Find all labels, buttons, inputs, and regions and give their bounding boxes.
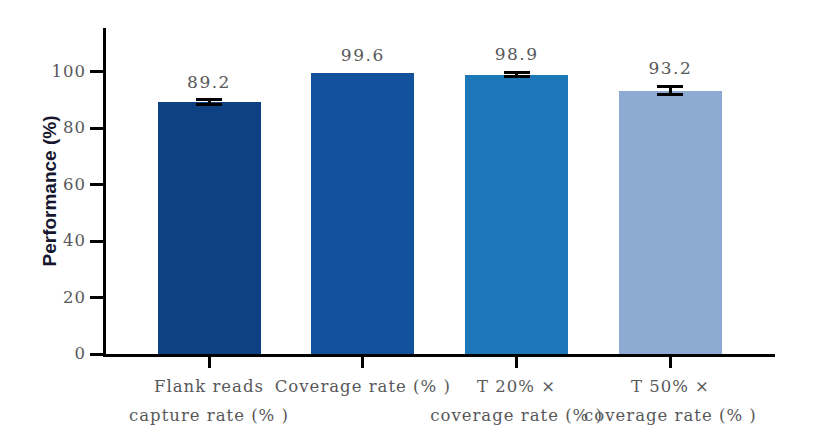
error-bar-cap-top (657, 85, 683, 88)
error-bar-cap-bottom (657, 93, 683, 96)
y-tick-label: 0 (30, 343, 86, 365)
y-tick-label: 60 (30, 174, 86, 196)
y-tick (90, 353, 103, 356)
y-tick (90, 240, 103, 243)
x-category-label-line: coverage rate (% ) (555, 401, 785, 430)
x-category-label-line: T 50% × (555, 372, 785, 401)
bar-value-label: 93.2 (610, 58, 730, 78)
bar (311, 73, 414, 354)
bar-chart-figure: Performance (%) 02040608010089.2Flank re… (0, 0, 819, 438)
y-tick-label: 80 (30, 117, 86, 139)
y-tick-label: 100 (30, 61, 86, 83)
bar (158, 102, 261, 354)
y-axis-line (103, 28, 106, 357)
y-tick (90, 183, 103, 186)
bar (619, 91, 722, 354)
y-tick (90, 70, 103, 73)
x-tick (208, 357, 211, 368)
y-tick (90, 296, 103, 299)
y-tick-label: 20 (30, 287, 86, 309)
bar-value-label: 98.9 (457, 44, 577, 64)
error-bar-cap-bottom (504, 75, 530, 78)
error-bar-cap-bottom (196, 103, 222, 106)
bar-value-label: 99.6 (303, 45, 423, 65)
x-category-label-line: capture rate (% ) (94, 401, 324, 430)
error-bar-cap-top (504, 71, 530, 74)
x-axis-line (103, 354, 775, 357)
error-bar-cap-top (196, 98, 222, 101)
y-tick-label: 40 (30, 230, 86, 252)
y-tick (90, 127, 103, 130)
x-tick (361, 357, 364, 368)
bar-value-label: 89.2 (149, 72, 269, 92)
x-category-label: T 50% ×coverage rate (% ) (555, 372, 785, 430)
x-tick (669, 357, 672, 368)
x-tick (515, 357, 518, 368)
bar (465, 75, 568, 354)
